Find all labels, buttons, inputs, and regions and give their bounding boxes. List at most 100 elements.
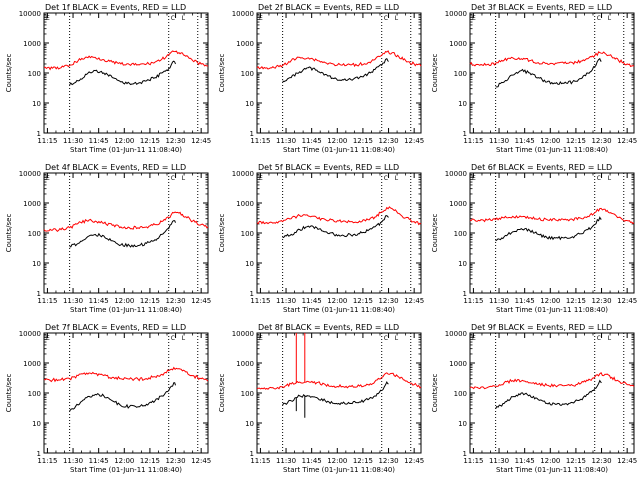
x-tick-label: 12:45 <box>617 137 637 145</box>
chart-title: Det 6f BLACK = Events, RED = LLD <box>471 163 612 172</box>
x-tick-label: 11:30 <box>489 297 509 305</box>
x-tick-label: 11:45 <box>302 297 322 305</box>
chart-panel: Det 1f BLACK = Events, RED = LLD 1 10 100 10… <box>0 0 213 160</box>
x-tick-label: 12:30 <box>378 457 398 465</box>
y-tick-label: 1 <box>250 450 254 458</box>
marker-flag-c: C <box>384 15 388 22</box>
plot-frame <box>43 172 209 294</box>
x-tick-label: 11:45 <box>89 137 109 145</box>
x-tick-label: 11:15 <box>463 297 483 305</box>
x-axis-label: Start Time (01-Jun-11 11:08:40) <box>496 466 608 474</box>
y-tick-label: 1000 <box>236 360 254 368</box>
x-tick-label: 11:15 <box>37 297 57 305</box>
x-tick-label: 12:15 <box>353 457 373 465</box>
x-tick-label: 12:30 <box>591 297 611 305</box>
x-tick-label: 12:15 <box>140 297 160 305</box>
x-tick-label: 12:00 <box>114 457 134 465</box>
x-axis-label: Start Time (01-Jun-11 11:08:40) <box>496 146 608 154</box>
x-tick-label: 12:45 <box>404 137 424 145</box>
events-series-line <box>495 216 602 242</box>
y-tick-label: 10000 <box>445 330 467 338</box>
marker-flag-l: L <box>182 335 186 342</box>
y-tick-label: 100 <box>28 70 41 78</box>
marker-flag-l: L <box>395 175 399 182</box>
x-tick-label: 12:00 <box>540 137 560 145</box>
marker-flag-e: E <box>472 175 476 182</box>
y-tick-label: 10 <box>32 260 41 268</box>
x-tick-label: 12:45 <box>404 457 424 465</box>
y-tick-label: 10 <box>245 100 254 108</box>
x-tick-label: 12:30 <box>165 297 185 305</box>
y-tick-label: 1 <box>37 450 41 458</box>
plot-frame <box>469 332 635 454</box>
x-tick-label: 11:45 <box>515 137 535 145</box>
chart-panel: Det 8f BLACK = Events, RED = LLD 1 10 100 10… <box>213 320 426 480</box>
y-tick-label: 1 <box>463 450 467 458</box>
x-tick-label: 11:15 <box>463 457 483 465</box>
events-series-line <box>69 60 176 86</box>
y-tick-label: 10000 <box>19 10 41 18</box>
y-tick-label: 1 <box>250 290 254 298</box>
y-tick-label: 10 <box>32 100 41 108</box>
x-tick-label: 11:30 <box>489 137 509 145</box>
plot-frame <box>43 332 209 454</box>
x-tick-label: 12:00 <box>114 137 134 145</box>
marker-flag-e: E <box>259 175 263 182</box>
x-tick-label: 12:15 <box>140 137 160 145</box>
x-tick-label: 12:15 <box>566 137 586 145</box>
plot-frame <box>469 12 635 134</box>
x-tick-label: 11:30 <box>63 137 83 145</box>
y-tick-label: 10000 <box>232 170 254 178</box>
x-axis-label: Start Time (01-Jun-11 11:08:40) <box>70 306 182 314</box>
x-axis-label: Start Time (01-Jun-11 11:08:40) <box>283 146 395 154</box>
y-tick-label: 1000 <box>449 40 467 48</box>
marker-flag-c: C <box>171 175 175 182</box>
x-tick-label: 12:00 <box>327 137 347 145</box>
plot-frame <box>256 332 422 454</box>
chart-svg: Det 2f BLACK = Events, RED = LLD 1 10 100 10… <box>218 3 424 154</box>
y-tick-label: 10 <box>245 260 254 268</box>
y-axis-label: Counts/sec <box>5 374 13 413</box>
chart-svg: Det 9f BLACK = Events, RED = LLD 1 10 100 10… <box>431 323 637 474</box>
events-series-line <box>282 215 389 239</box>
x-tick-label: 12:45 <box>191 457 211 465</box>
marker-flag-l: L <box>608 15 612 22</box>
lld-series-line <box>469 207 635 225</box>
x-axis-label: Start Time (01-Jun-11 11:08:40) <box>70 466 182 474</box>
y-tick-label: 1 <box>463 290 467 298</box>
events-series-line <box>495 57 602 88</box>
marker-flag-l: L <box>182 15 186 22</box>
y-tick-label: 100 <box>28 230 41 238</box>
marker-flag-c: C <box>597 175 601 182</box>
plot-frame <box>256 172 422 294</box>
x-tick-label: 11:15 <box>250 457 270 465</box>
x-tick-label: 12:15 <box>566 457 586 465</box>
marker-flag-e: E <box>46 175 50 182</box>
y-tick-label: 10 <box>458 420 467 428</box>
y-tick-label: 10000 <box>232 330 254 338</box>
x-tick-label: 11:30 <box>276 297 296 305</box>
y-tick-label: 10 <box>458 100 467 108</box>
chart-title: Det 3f BLACK = Events, RED = LLD <box>471 3 612 12</box>
y-tick-label: 100 <box>454 390 467 398</box>
lld-series-line <box>469 372 635 390</box>
marker-flag-c: C <box>171 335 175 342</box>
y-axis-label: Counts/sec <box>431 54 439 93</box>
x-tick-label: 12:00 <box>114 297 134 305</box>
lld-series-line <box>256 206 422 226</box>
y-axis-label: Counts/sec <box>218 214 226 253</box>
x-tick-label: 12:30 <box>378 297 398 305</box>
y-tick-label: 1000 <box>236 200 254 208</box>
y-tick-label: 100 <box>454 230 467 238</box>
x-tick-label: 12:45 <box>191 297 211 305</box>
events-series-line <box>69 382 176 412</box>
y-tick-label: 1000 <box>449 200 467 208</box>
x-tick-label: 11:45 <box>89 457 109 465</box>
marker-flag-e: E <box>46 335 50 342</box>
chart-svg: Det 7f BLACK = Events, RED = LLD 1 10 100 10… <box>5 323 211 474</box>
x-tick-label: 12:30 <box>165 457 185 465</box>
x-tick-label: 11:45 <box>515 457 535 465</box>
y-tick-label: 1000 <box>449 360 467 368</box>
plot-frame <box>256 12 422 134</box>
